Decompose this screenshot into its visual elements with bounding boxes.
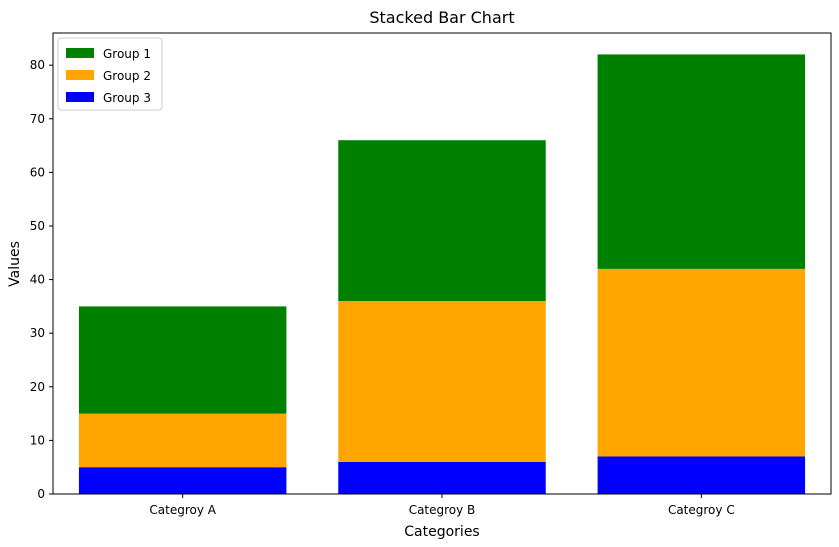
y-axis-title: Values (7, 241, 23, 287)
bar-group-3-2 (597, 456, 806, 494)
legend-label-0: Group 1 (103, 47, 151, 61)
y-tick-label-5: 50 (30, 219, 45, 233)
y-tick-label-2: 20 (30, 380, 45, 394)
y-tick-label-7: 70 (30, 112, 45, 126)
bar-group-2-2 (597, 268, 806, 457)
bar-group-1-1 (338, 140, 546, 302)
bar-group-3-1 (338, 461, 546, 494)
legend-label-2: Group 3 (103, 91, 151, 105)
x-tick-label-0: Categroy A (149, 503, 216, 517)
y-tick-label-3: 30 (30, 326, 45, 340)
y-tick-label-6: 60 (30, 165, 45, 179)
x-tick-label-2: Categroy C (668, 503, 735, 517)
bars-layer (78, 54, 806, 494)
legend: Group 1 Group 2 Group 3 (57, 37, 163, 111)
y-tick-label-1: 10 (30, 433, 45, 447)
bar-group-2-0 (78, 413, 287, 468)
legend-label-1: Group 2 (103, 69, 151, 83)
x-tick-label-1: Categroy B (409, 503, 476, 517)
y-tick-label-0: 0 (37, 487, 45, 501)
legend-swatch-0 (66, 48, 94, 58)
legend-swatch-1 (66, 70, 94, 80)
y-axis: 0 10 20 30 40 50 60 70 80 (30, 58, 53, 501)
bar-group-2-1 (338, 301, 546, 462)
chart-title: Stacked Bar Chart (369, 8, 514, 27)
bar-group-3-0 (78, 467, 287, 494)
x-axis: Categroy A Categroy B Categroy C (149, 494, 735, 517)
bar-group-1-0 (78, 306, 287, 414)
bar-group-1-2 (597, 54, 806, 269)
y-tick-label-4: 40 (30, 273, 45, 287)
legend-swatch-2 (66, 92, 94, 102)
y-tick-label-8: 80 (30, 58, 45, 72)
x-axis-title: Categories (404, 524, 479, 540)
